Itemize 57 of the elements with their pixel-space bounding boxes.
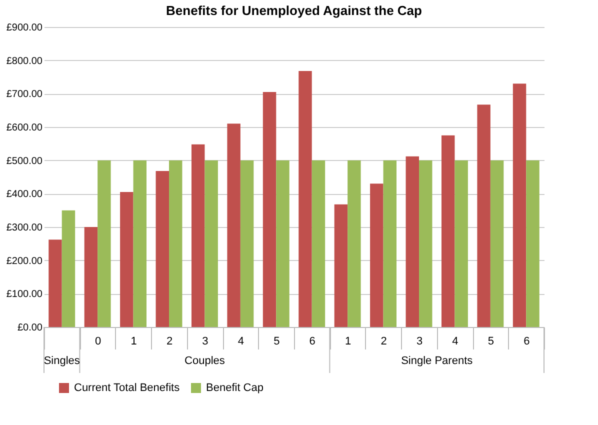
y-tick-label: £0.00	[17, 322, 43, 334]
y-tick-label: £300.00	[6, 222, 43, 234]
legend-label: Current Total Benefits	[74, 382, 180, 394]
x-tick-label: 5	[274, 336, 280, 348]
y-tick-label: £800.00	[6, 56, 43, 67]
bar	[133, 160, 147, 327]
bar	[526, 160, 540, 327]
bar	[227, 124, 240, 327]
y-tick-label: £200.00	[6, 256, 43, 267]
x-tick-label: 5	[488, 336, 494, 348]
bar	[276, 160, 290, 327]
bar	[312, 160, 326, 327]
text: Couples	[184, 355, 226, 367]
chart-title: Benefits for Unemployed Against the Cap	[166, 3, 422, 18]
x-tick-label: 1	[345, 336, 352, 348]
bar	[98, 160, 111, 327]
x-tick-label: 4	[238, 336, 244, 348]
bar	[370, 184, 384, 327]
text: Single Parents	[401, 355, 474, 367]
bar	[62, 210, 76, 327]
y-tick-label: £600.00	[6, 122, 43, 134]
text: Singles	[44, 355, 80, 367]
bar	[240, 160, 254, 327]
y-tick-label: £100.00	[6, 289, 43, 300]
y-tick-label: £900.00	[6, 22, 43, 34]
bar	[454, 160, 468, 327]
bar	[406, 156, 419, 327]
x-tick-label: 6	[524, 336, 530, 348]
x-tick-label: 6	[309, 336, 316, 348]
x-tick-label: 3	[202, 336, 208, 348]
bar	[490, 160, 504, 327]
bar	[262, 92, 276, 327]
x-tick-label: 2	[166, 336, 173, 348]
y-tick-label: £400.00	[6, 189, 43, 200]
bar	[383, 160, 397, 327]
bar	[334, 204, 348, 327]
x-tick-label: 0	[95, 336, 102, 348]
bar	[298, 71, 312, 327]
bar	[48, 240, 62, 327]
bar	[477, 104, 490, 327]
y-tick-label: £700.00	[6, 89, 43, 100]
bar	[169, 160, 182, 327]
bar	[204, 160, 218, 327]
y-tick-label: £500.00	[6, 156, 43, 167]
legend-label: Benefit Cap	[206, 382, 264, 394]
bar	[348, 160, 361, 327]
x-tick-label: 4	[452, 336, 458, 348]
x-tick-label: 2	[380, 336, 387, 348]
bar	[419, 160, 432, 327]
x-tick-label: 3	[416, 336, 423, 348]
bar	[120, 192, 134, 327]
bar	[191, 144, 205, 327]
bar	[156, 171, 169, 327]
bar	[441, 135, 455, 327]
x-tick-label: 1	[130, 336, 137, 348]
bar	[512, 84, 526, 327]
bar	[84, 227, 98, 327]
